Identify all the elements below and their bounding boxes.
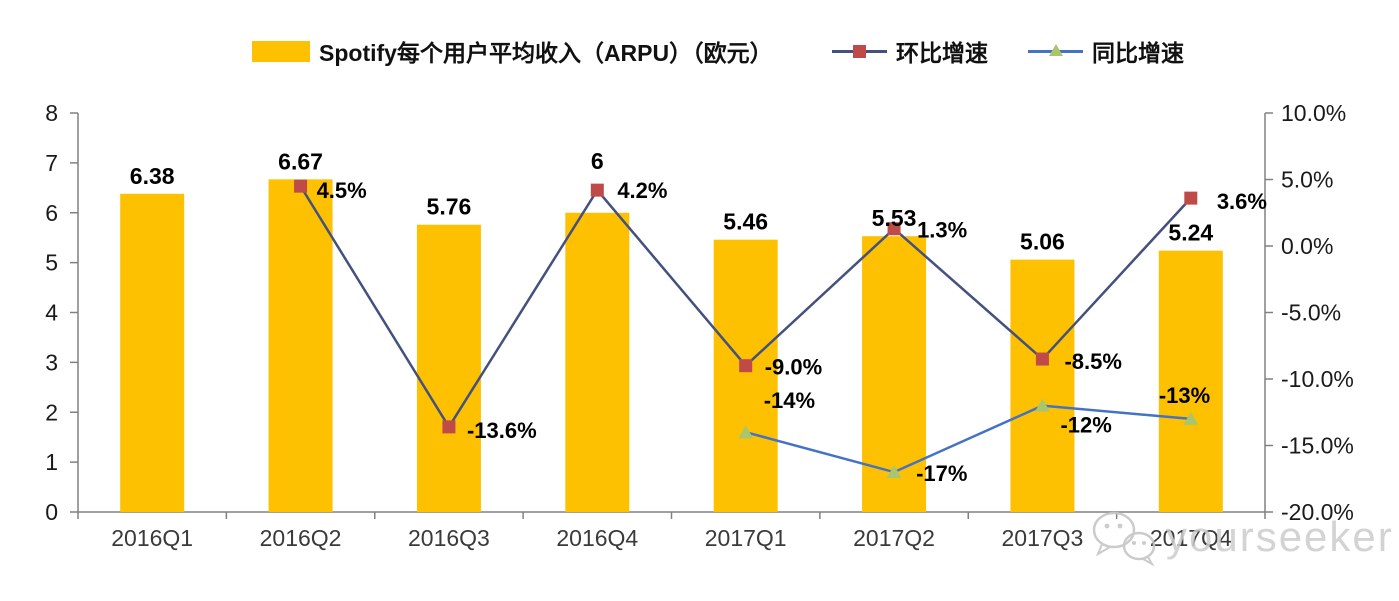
yoy-value-label-2017Q1: -14% (764, 388, 815, 413)
x-label-2016Q2: 2016Q2 (260, 525, 342, 551)
left-axis-tick-label: 4 (45, 300, 58, 326)
legend-yoy-triangle-marker (1049, 43, 1063, 56)
legend-yoy-line (1028, 43, 1083, 56)
left-axis-tick-label: 1 (45, 449, 58, 475)
right-axis-tick-label: 0.0% (1281, 233, 1333, 259)
left-axis-tick-label: 8 (45, 100, 58, 126)
yoy-value-label-2017Q3: -12% (1060, 413, 1111, 438)
yoy-marker-2017Q1 (738, 425, 754, 439)
x-label-2016Q3: 2016Q3 (408, 525, 490, 551)
legend-qoq-square-marker (853, 44, 866, 58)
x-label-2016Q1: 2016Q1 (111, 525, 193, 551)
yoy-marker-2017Q3 (1034, 398, 1050, 412)
bar-2016Q2 (268, 179, 333, 513)
x-label-2017Q2: 2017Q2 (853, 525, 935, 551)
right-axis-tick-label: 5.0% (1281, 167, 1333, 193)
right-axis-tick-label: 10.0% (1281, 100, 1346, 126)
qoq-marker-2017Q3 (1035, 352, 1049, 366)
x-label-2017Q3: 2017Q3 (1002, 525, 1084, 551)
right-axis-tick-label: -10.0% (1281, 366, 1354, 392)
qoq-marker-2017Q4 (1184, 191, 1198, 205)
qoq-marker-2016Q4 (590, 183, 604, 197)
qoq-value-label-2017Q4: 3.6% (1217, 189, 1267, 214)
legend-item-arpu: Spotify每个用户平均收入（ARPU）（欧元） (252, 34, 773, 68)
legend-item-qoq: 环比增速 (832, 34, 988, 68)
qoq-marker-2017Q1 (739, 359, 753, 373)
bar-2016Q1 (120, 193, 185, 513)
bar-value-label-2016Q2: 6.67 (278, 148, 323, 174)
left-axis-tick-label: 0 (45, 499, 58, 525)
left-axis-tick-label: 5 (45, 250, 58, 276)
yoy-value-label-2017Q2: -17% (916, 461, 967, 486)
bar-2017Q3 (1010, 259, 1075, 512)
yoy-value-label-2017Q4: -13% (1159, 383, 1210, 408)
legend-qoq-label: 环比增速 (896, 40, 988, 66)
qoq-value-label-2017Q3: -8.5% (1064, 349, 1121, 374)
bar-value-label-2016Q1: 6.38 (130, 163, 175, 189)
left-axis-tick-label: 6 (45, 200, 58, 226)
right-axis-tick-label: -15.0% (1281, 433, 1354, 459)
bar-value-label-2017Q1: 5.46 (723, 209, 768, 235)
qoq-marker-2016Q2 (294, 179, 308, 193)
legend-qoq-line (832, 44, 887, 58)
bar-2016Q3 (416, 224, 481, 512)
x-label-2016Q4: 2016Q4 (556, 525, 638, 551)
bar-value-label-2017Q3: 5.06 (1020, 229, 1065, 255)
bar-2017Q1 (713, 239, 778, 512)
bar-2017Q4 (1158, 250, 1223, 512)
qoq-value-label-2016Q3: -13.6% (467, 418, 537, 443)
qoq-value-label-2017Q2: 1.3% (917, 218, 967, 243)
qoq-value-label-2017Q1: -9.0% (765, 355, 822, 380)
legend-bar-swatch (252, 40, 310, 62)
legend-item-yoy: 同比增速 (1028, 34, 1184, 68)
legend-arpu-label: Spotify每个用户平均收入（ARPU）（欧元） (319, 40, 773, 66)
left-axis-tick-label: 7 (45, 150, 58, 176)
yoy-marker-2017Q2 (886, 465, 902, 479)
legend-yoy-label: 同比增速 (1092, 40, 1184, 66)
bar-value-label-2016Q3: 5.76 (427, 194, 472, 220)
yoy-line (745, 404, 1191, 474)
qoq-value-label-2016Q4: 4.2% (617, 178, 667, 203)
right-axis-tick-label: -20.0% (1281, 499, 1354, 525)
x-label-2017Q1: 2017Q1 (705, 525, 787, 551)
bar-2016Q4 (565, 212, 630, 512)
bar-value-label-2017Q4: 5.24 (1168, 220, 1213, 246)
left-axis-tick-label: 2 (45, 399, 58, 425)
qoq-marker-2016Q3 (442, 420, 456, 434)
qoq-marker-2017Q2 (887, 222, 901, 236)
left-axis-tick-label: 3 (45, 349, 58, 375)
bar-value-label-2017Q2: 5.53 (872, 205, 917, 231)
qoq-value-label-2016Q2: 4.5% (317, 178, 367, 203)
right-axis-tick-label: -5.0% (1281, 300, 1341, 326)
bar-value-label-2016Q4: 6 (591, 148, 604, 174)
yoy-marker-2017Q4 (1183, 411, 1199, 425)
x-label-2017Q4: 2017Q4 (1150, 525, 1232, 551)
